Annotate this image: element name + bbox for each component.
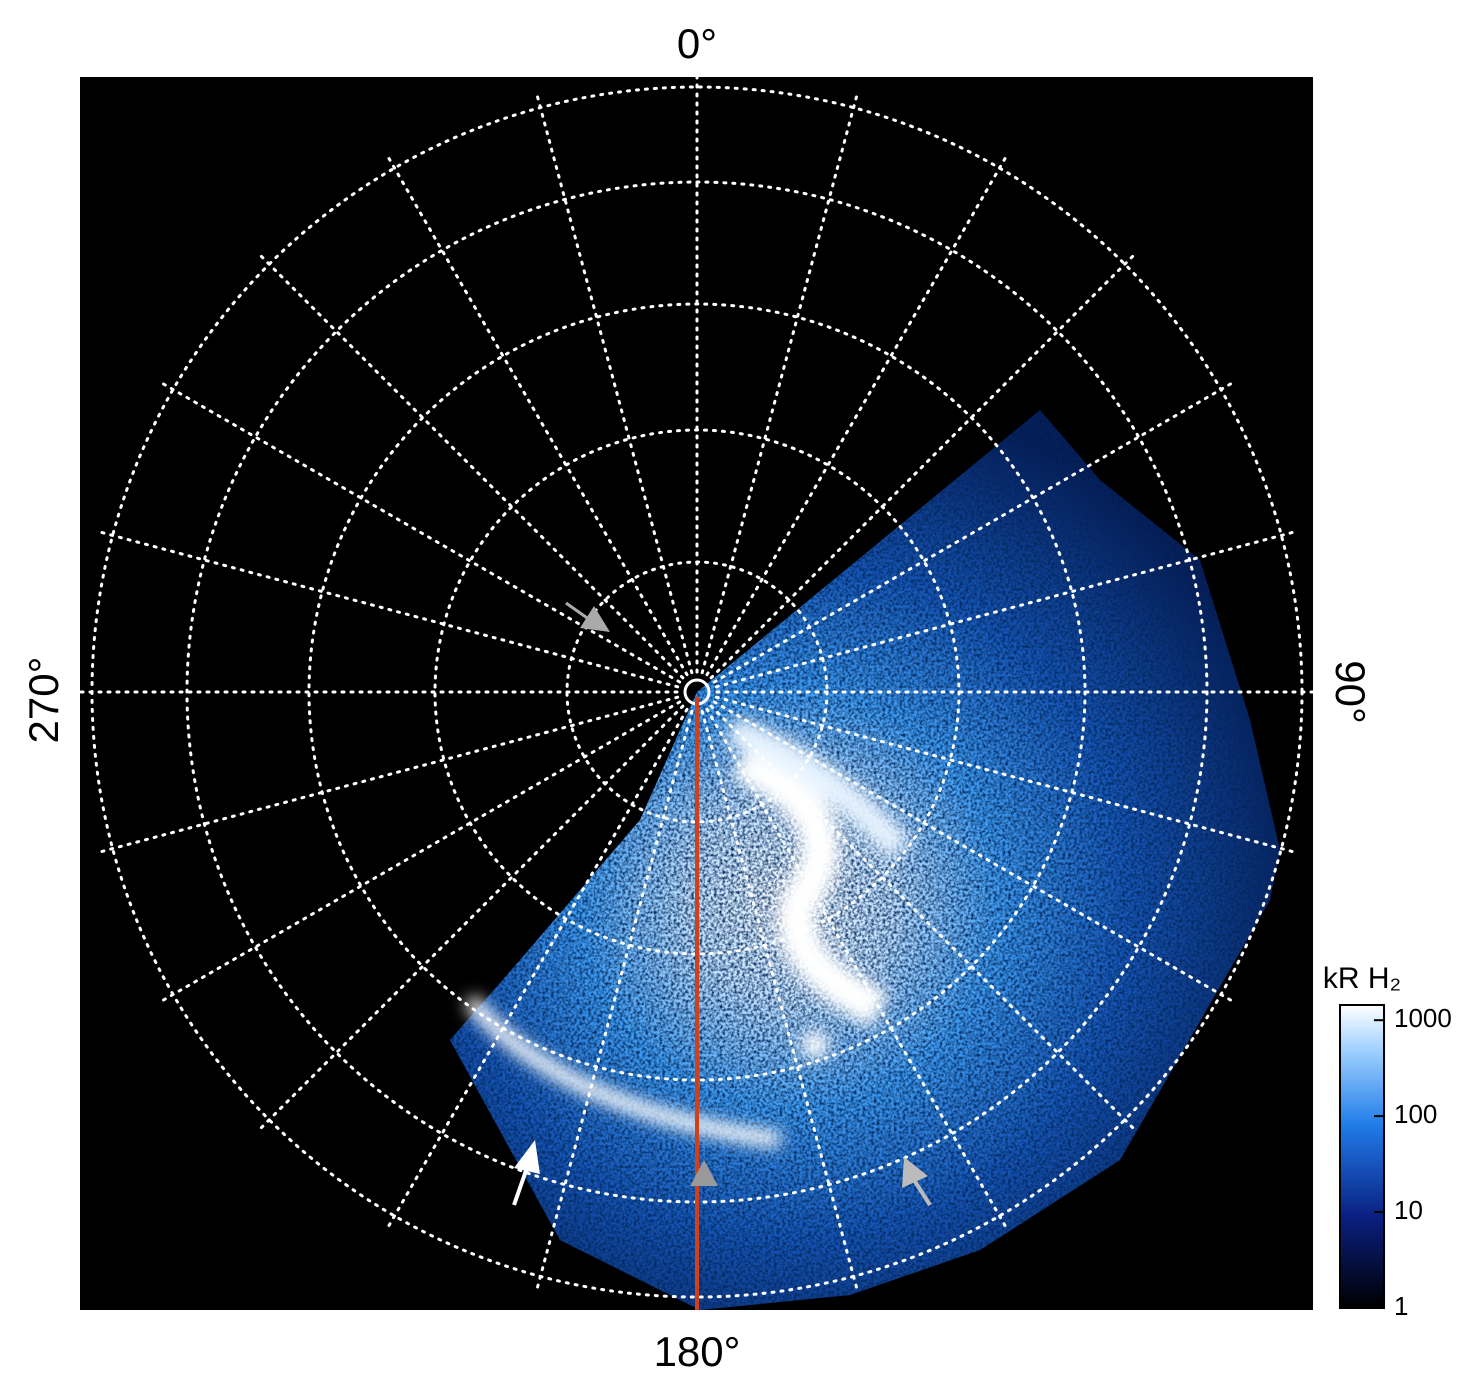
label-right: 90° <box>1327 660 1374 724</box>
meridian <box>385 707 689 1231</box>
meridian <box>535 91 694 675</box>
colorbar-tick-label: 100 <box>1394 1099 1437 1129</box>
colorbar-label: kR H₂ <box>1323 962 1401 995</box>
meridian <box>709 252 1137 680</box>
meridian <box>700 709 859 1293</box>
label-bottom: 180° <box>654 1328 741 1375</box>
meridian <box>257 704 685 1132</box>
meridian <box>158 380 682 684</box>
bright-arcs <box>463 715 912 1148</box>
meridian <box>712 700 1236 1004</box>
meridian <box>158 700 682 1004</box>
meridian <box>712 380 1236 684</box>
arrows <box>512 601 932 1207</box>
meridian <box>96 695 680 854</box>
polar-grid <box>80 77 1313 1310</box>
meridian <box>705 707 1009 1231</box>
meridian <box>700 91 859 675</box>
meridian <box>257 252 685 680</box>
colorbar-ticks: 1 10 100 1000 <box>1374 1003 1452 1321</box>
label-top: 0° <box>677 20 717 67</box>
colorbar <box>1339 1004 1385 1309</box>
meridian <box>709 704 1137 1132</box>
colorbar-tick-label: 1000 <box>1394 1003 1452 1033</box>
meridian <box>535 709 694 1293</box>
meridian <box>96 530 680 689</box>
colorbar-tick-label: 10 <box>1394 1195 1423 1225</box>
label-left: 270° <box>20 657 67 744</box>
meridian <box>705 153 1009 677</box>
aurora <box>80 77 1313 1310</box>
meridian <box>385 153 689 677</box>
meridian <box>714 530 1298 689</box>
colorbar-tick-label: 1 <box>1394 1291 1408 1321</box>
meridian <box>714 695 1298 854</box>
